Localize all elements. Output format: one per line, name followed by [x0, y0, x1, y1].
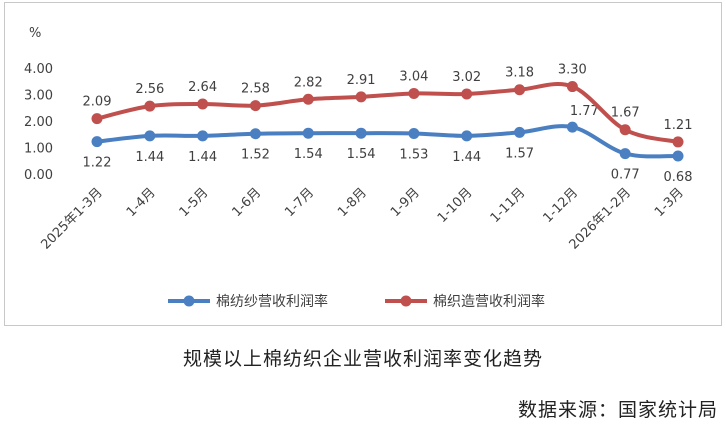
data-label: 1.44	[188, 150, 217, 165]
series-line	[95, 124, 680, 159]
legend-label: 棉织造营收利润率	[433, 293, 545, 310]
x-tick-label: 1-7月	[282, 185, 317, 220]
data-label: 0.77	[611, 168, 640, 183]
x-tick-label: 1-9月	[388, 185, 423, 220]
y-tick-label: 4.00	[24, 62, 53, 77]
data-label: 1.44	[135, 150, 164, 165]
y-tick-label: 1.00	[24, 142, 53, 157]
data-label: 2.82	[294, 75, 323, 90]
data-label: 0.68	[664, 170, 693, 185]
line-chart: % 0.00 1.00 2.00 3.00 4.00 2025年1-3月 1-4月 1-5月…	[24, 26, 693, 310]
data-label: 1.52	[241, 148, 270, 163]
data-point	[672, 150, 684, 162]
x-tick-label: 1-4月	[124, 185, 159, 220]
x-tick-label: 1-5月	[177, 185, 212, 220]
data-point	[302, 127, 314, 139]
data-point	[408, 87, 420, 99]
data-label: 2.58	[241, 82, 270, 97]
data-label: 1.57	[505, 146, 534, 161]
legend-swatch-marker	[400, 295, 412, 307]
x-tick-label: 1-10月	[435, 185, 476, 226]
legend-swatch-marker	[183, 295, 195, 307]
data-label: 2.91	[347, 73, 376, 88]
data-label: 3.18	[505, 66, 534, 81]
x-tick-label: 1-8月	[335, 185, 370, 220]
data-label: 3.02	[452, 70, 481, 85]
series-0: 1.22 1.44 1.44 1.52 1.54 1.54 1.53 1.44 1.57 1.77…	[83, 104, 693, 185]
data-point	[197, 130, 209, 142]
data-label: 1.44	[452, 150, 481, 165]
chart-frame: % 0.00 1.00 2.00 3.00 4.00 2025年1-3月 1-4月 1-5月…	[4, 2, 722, 326]
data-point	[514, 84, 526, 96]
data-label: 1.67	[611, 106, 640, 121]
legend-label: 棉纺纱营收利润率	[216, 293, 328, 310]
data-point	[566, 121, 578, 133]
data-point	[355, 91, 367, 103]
x-tick-label: 1-11月	[488, 185, 529, 226]
data-point	[672, 136, 684, 148]
data-label: 1.21	[664, 118, 693, 133]
x-tick-label: 1-3月	[652, 185, 687, 220]
data-label: 1.77	[570, 104, 599, 119]
y-tick-label: 3.00	[24, 89, 53, 104]
data-source: 数据来源：国家统计局	[517, 399, 718, 421]
data-point	[355, 127, 367, 139]
x-axis-ticks: 2025年1-3月 1-4月 1-5月 1-6月 1-7月 1-8月 1-9月 1-10月 1-…	[38, 185, 686, 252]
data-point	[461, 130, 473, 142]
y-tick-label: 2.00	[24, 115, 53, 130]
chart-caption: 规模以上棉纺织企业营收利润率变化趋势	[182, 348, 543, 370]
data-label: 2.56	[135, 82, 164, 97]
data-point	[566, 81, 578, 93]
data-point	[91, 136, 103, 148]
legend-item: 棉织造营收利润率	[385, 293, 545, 310]
y-tick-label: 0.00	[24, 168, 53, 183]
series-layer: 1.22 1.44 1.44 1.52 1.54 1.54 1.53 1.44 1.57 1.77…	[83, 63, 693, 185]
data-label: 3.30	[558, 63, 587, 78]
data-point	[514, 126, 526, 138]
data-label: 1.22	[83, 156, 112, 171]
data-label: 1.53	[399, 147, 428, 162]
data-label: 2.64	[188, 80, 217, 95]
data-point	[249, 100, 261, 112]
x-tick-label: 1-6月	[229, 185, 264, 220]
y-axis-unit-label: %	[29, 26, 41, 41]
data-label: 2.09	[83, 95, 112, 110]
data-point	[619, 124, 631, 136]
data-point	[144, 130, 156, 142]
legend-item: 棉纺纱营收利润率	[168, 293, 328, 310]
data-point	[408, 127, 420, 139]
legend: 棉纺纱营收利润率 棉织造营收利润率	[168, 293, 545, 310]
data-point	[249, 128, 261, 140]
data-label: 3.04	[399, 69, 428, 84]
data-point	[619, 148, 631, 160]
x-tick-label: 1-12月	[541, 185, 582, 226]
data-point	[461, 88, 473, 100]
data-point	[144, 100, 156, 112]
data-point	[197, 98, 209, 110]
y-axis-ticks: 0.00 1.00 2.00 3.00 4.00	[24, 62, 53, 183]
x-tick-label: 2025年1-3月	[38, 185, 105, 252]
data-label: 1.54	[347, 147, 376, 162]
series-1: 2.09 2.56 2.64 2.58 2.82 2.91 3.04 3.02 3.18 3.30…	[83, 63, 693, 148]
data-label: 1.54	[294, 147, 323, 162]
data-point	[302, 93, 314, 105]
data-point	[91, 113, 103, 125]
